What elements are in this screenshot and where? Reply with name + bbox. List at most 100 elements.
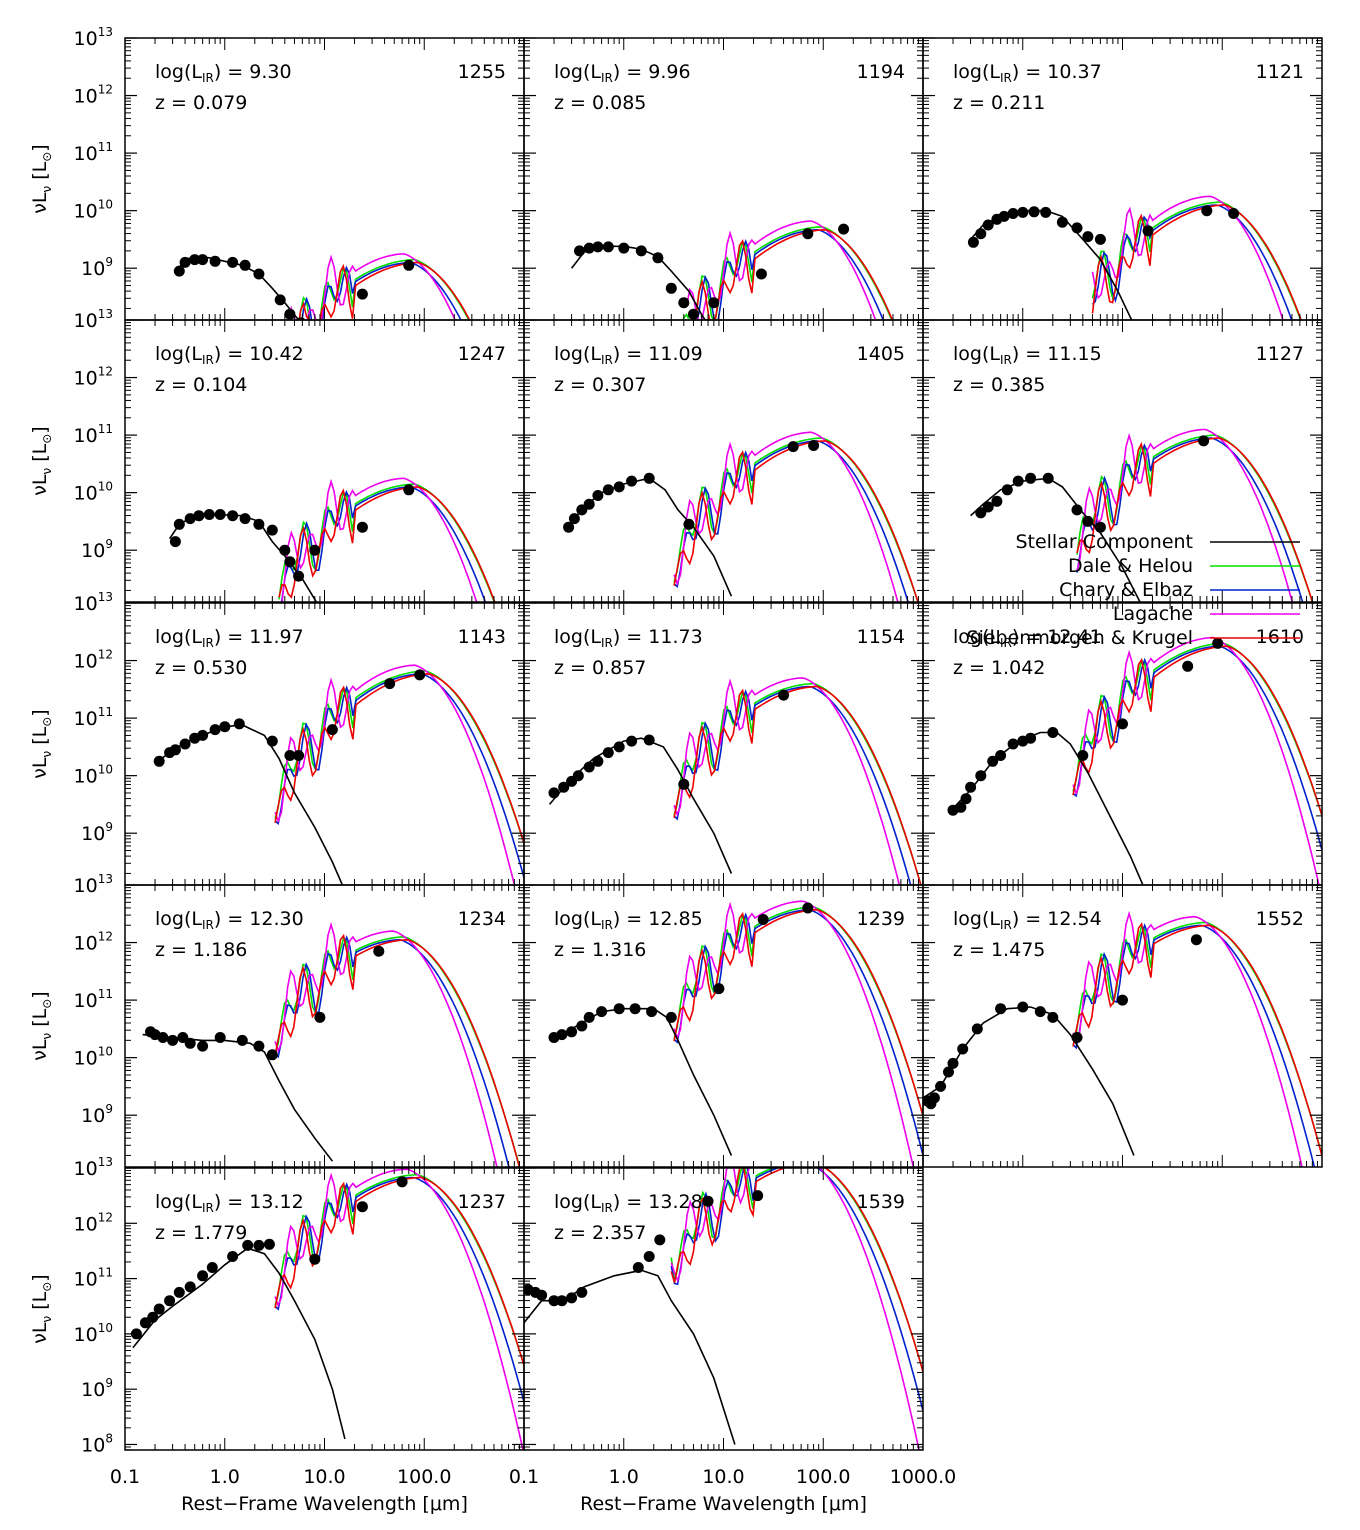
y-tick-label: 109 — [81, 537, 113, 562]
template-siebenmorgen-krugel-line — [274, 673, 524, 844]
photometry-point — [808, 440, 820, 451]
photometry-point — [233, 718, 245, 730]
photometry-point — [995, 750, 1007, 761]
photometry-point — [356, 521, 368, 533]
log-lir-label: log(LIR) = 13.28 — [554, 1191, 703, 1215]
photometry-point — [1071, 1032, 1083, 1043]
photometry-point — [1007, 208, 1019, 219]
redshift-label: z = 0.857 — [554, 657, 646, 679]
plot-area — [970, 428, 1314, 602]
photometry-point — [626, 735, 638, 747]
y-axis-label: νLν [L⊙] — [29, 991, 54, 1060]
plot-area — [524, 1168, 923, 1450]
photometry-point — [239, 259, 251, 271]
template-chary-elbaz-line — [696, 228, 885, 320]
photometry-point — [576, 504, 588, 516]
x-axis-label: Rest−Frame Wavelength [μm] — [580, 1493, 867, 1515]
sed-panel-1143: 109 1010 1011 1012 1013 νLν [L⊙] log(LIR) = 11… — [29, 590, 525, 886]
photometry-point — [613, 481, 625, 493]
template-lagache-line — [673, 677, 901, 885]
photometry-point — [643, 1251, 655, 1262]
photometry-point — [574, 245, 585, 257]
legend-label: Lagache — [1113, 603, 1193, 625]
plot-area — [967, 195, 1302, 320]
y-tick-label: 1012 — [74, 930, 113, 955]
photometry-point — [596, 1006, 608, 1018]
source-id-label: 1239 — [857, 908, 905, 930]
photometry-point — [1034, 1006, 1046, 1018]
photometry-point — [583, 1011, 595, 1023]
photometry-point — [1017, 206, 1029, 218]
photometry-point — [1117, 718, 1128, 730]
template-dale-helou-line — [274, 670, 524, 844]
legend-label: Siebenmorgen & Krugel — [967, 627, 1193, 649]
photometry-point — [236, 1034, 248, 1046]
photometry-point — [206, 1262, 218, 1273]
template-dale-helou-line — [673, 437, 919, 602]
log-lir-label: log(LIR) = 10.37 — [953, 61, 1102, 85]
photometry-point — [1028, 206, 1040, 218]
photometry-point — [1082, 231, 1094, 243]
x-tick-label: 10.0 — [702, 1466, 744, 1488]
template-lagache-line — [281, 477, 478, 602]
sed-panel-1247: 109 1010 1011 1012 1013 νLν [L⊙] log(LIR) = 10… — [29, 307, 525, 603]
source-id-label: 1610 — [1256, 626, 1304, 648]
photometry-point — [755, 268, 767, 280]
plot-area — [548, 900, 923, 1167]
photometry-point — [1071, 222, 1083, 234]
redshift-label: z = 1.475 — [953, 939, 1045, 961]
photometry-point — [309, 1253, 321, 1265]
photometry-point — [1017, 1001, 1029, 1013]
photometry-point — [1001, 484, 1013, 496]
stellar-component-line — [142, 1033, 334, 1162]
log-lir-label: log(LIR) = 12.54 — [953, 908, 1102, 932]
photometry-point — [613, 741, 625, 753]
photometry-point — [646, 1006, 658, 1018]
photometry-point — [957, 1043, 969, 1055]
photometry-point — [184, 1281, 196, 1293]
photometry-point — [173, 1286, 185, 1298]
photometry-point — [1077, 750, 1089, 761]
redshift-label: z = 0.079 — [155, 92, 247, 114]
photometry-point — [928, 1092, 940, 1104]
log-lir-label: log(LIR) = 11.97 — [155, 626, 304, 650]
photometry-point — [153, 755, 165, 767]
photometry-point — [373, 945, 385, 957]
photometry-point — [284, 750, 296, 761]
photometry-point — [266, 735, 278, 747]
photometry-point — [971, 1023, 983, 1035]
template-dale-helou-line — [673, 682, 922, 885]
photometry-point — [227, 1251, 239, 1262]
redshift-label: z = 0.307 — [554, 374, 646, 396]
photometry-point — [173, 518, 185, 530]
photometry-point — [209, 255, 221, 267]
photometry-point — [184, 1037, 196, 1049]
photometry-point — [203, 509, 215, 520]
source-id-label: 1247 — [458, 343, 506, 365]
legend-label: Dale & Helou — [1068, 555, 1193, 577]
photometry-point — [568, 513, 580, 525]
y-tick-label: 1012 — [74, 365, 113, 390]
stellar-component-line — [566, 477, 733, 597]
redshift-label: z = 0.385 — [953, 374, 1045, 396]
y-tick-label: 1013 — [74, 590, 113, 615]
x-tick-label: 0.1 — [110, 1466, 140, 1488]
photometry-point — [1201, 205, 1213, 217]
y-tick-label: 1011 — [74, 422, 113, 447]
log-lir-label: log(LIR) = 11.73 — [554, 626, 703, 650]
template-siebenmorgen-krugel-line — [673, 908, 923, 1117]
photometry-point — [403, 484, 415, 496]
photometry-point — [982, 219, 994, 231]
log-lir-label: log(LIR) = 11.09 — [554, 343, 703, 367]
template-chary-elbaz-line — [274, 934, 510, 1167]
source-id-label: 1154 — [857, 626, 905, 648]
x-tick-label: 0.1 — [509, 1466, 539, 1488]
photometry-point — [566, 1292, 578, 1304]
photometry-point — [702, 1195, 714, 1207]
template-chary-elbaz-line — [673, 908, 923, 1156]
photometry-point — [643, 734, 655, 746]
photometry-point — [975, 770, 987, 782]
photometry-point — [314, 1011, 326, 1023]
photometry-point — [652, 252, 664, 264]
photometry-point — [197, 1040, 209, 1052]
